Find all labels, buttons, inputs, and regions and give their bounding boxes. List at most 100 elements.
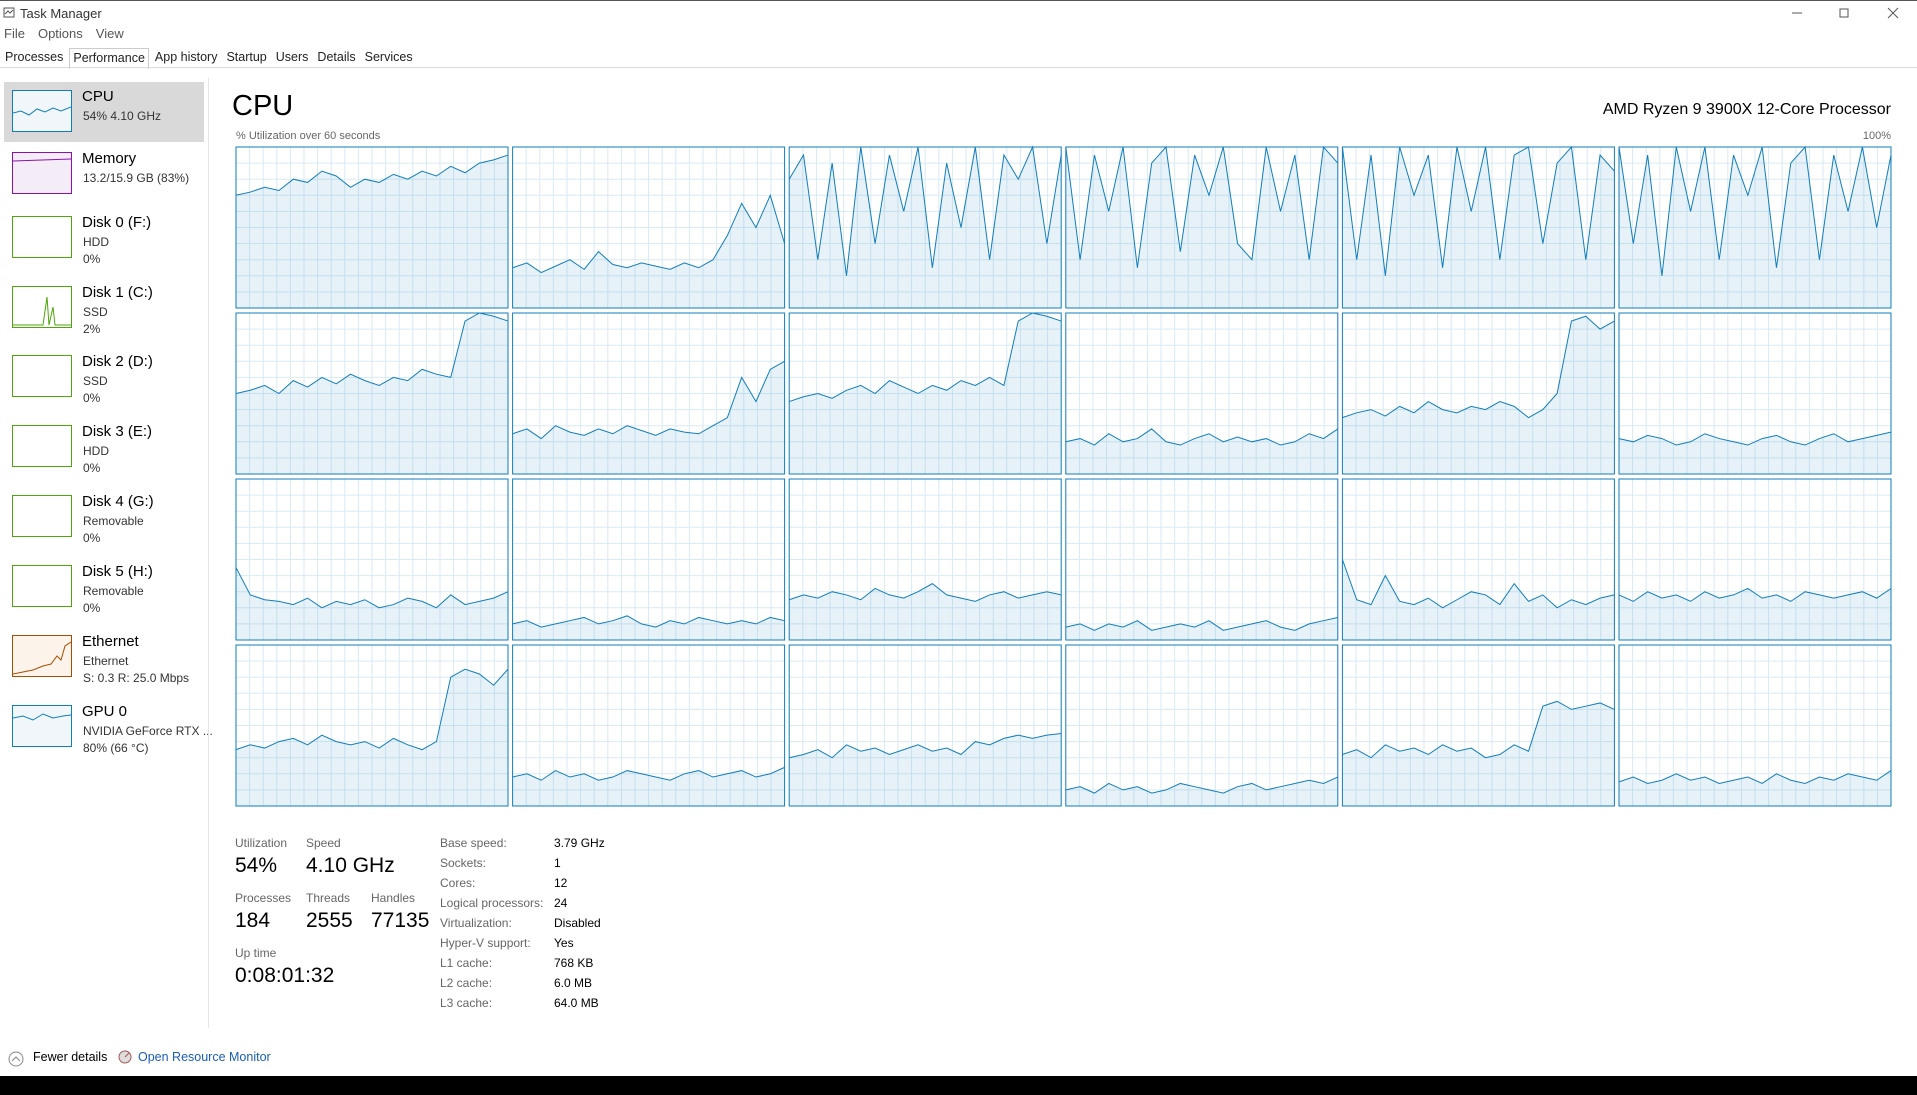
- thumbnail: [12, 705, 72, 747]
- graph-line: [512, 193, 786, 274]
- stat-value: 77135: [371, 909, 430, 932]
- sidebar-item[interactable]: Disk 2 (D:) SSD 0%: [4, 347, 204, 415]
- graph-border: [1618, 312, 1892, 475]
- tab-bar: Processes Performance App history Startup Us…: [2, 48, 419, 69]
- graph-line: [1341, 145, 1615, 276]
- sidebar-detail: 0%: [83, 252, 101, 266]
- sidebar-name: Disk 0 (F:): [82, 214, 152, 231]
- window-controls[interactable]: [1790, 5, 1910, 21]
- graph-border: [1341, 312, 1615, 475]
- stat-label: Up time: [235, 946, 277, 960]
- graph-area: [1342, 559, 1615, 640]
- spec-label: L2 cache:: [440, 976, 493, 990]
- graph-border: [1065, 312, 1339, 475]
- sidebar-detail: Removable: [83, 584, 144, 598]
- sidebar-name: GPU 0: [82, 703, 128, 720]
- sidebar: CPU 54% 4.10 GHz Memory 13.2/15.9 GB (83%) D…: [0, 68, 213, 1068]
- sidebar-detail: 0%: [83, 391, 101, 405]
- thumbnail: [12, 425, 72, 467]
- graph-border: [1341, 146, 1615, 309]
- sidebar-name: Disk 1 (C:): [82, 284, 153, 301]
- graph-line: [1065, 428, 1339, 446]
- graph-line: [789, 312, 1062, 403]
- app-title: Task Manager: [20, 6, 102, 21]
- cpu-graphs: [235, 145, 1892, 807]
- processor-name: AMD Ryzen 9 3900X 12-Core Processor: [1602, 101, 1891, 118]
- graph-line: [512, 360, 785, 440]
- tab[interactable]: Performance: [69, 48, 149, 69]
- graph-area: [1342, 147, 1615, 308]
- graph-line: [1065, 776, 1339, 794]
- stat-label: Speed: [306, 836, 341, 850]
- graph-border: [235, 312, 509, 475]
- stat-value: 0:08:01:32: [235, 964, 335, 987]
- tab[interactable]: Users: [275, 50, 309, 64]
- separator: [208, 78, 209, 1028]
- tab[interactable]: Processes: [5, 50, 64, 64]
- sidebar-item[interactable]: Ethernet Ethernet S: 0.3 R: 25.0 Mbps: [4, 627, 204, 695]
- sidebar-item[interactable]: CPU 54% 4.10 GHz: [4, 82, 204, 142]
- menu-item[interactable]: View: [95, 26, 124, 41]
- taskbar-edge: [0, 1076, 1917, 1095]
- spec-label: Sockets:: [440, 856, 487, 870]
- graph-area: [236, 669, 508, 806]
- tab[interactable]: Startup: [226, 50, 267, 64]
- graph-border: [1341, 644, 1615, 807]
- graph-area: [236, 155, 508, 308]
- tab-divider: [0, 67, 1917, 68]
- graph-border: [1065, 478, 1339, 641]
- graph-line: [1618, 431, 1892, 446]
- stat-value: 184: [235, 909, 271, 932]
- graph-border: [1341, 478, 1615, 641]
- sidebar-item[interactable]: GPU 0 NVIDIA GeForce RTX ... 80% (66 °C): [4, 697, 213, 765]
- graph-line: [1065, 145, 1339, 268]
- graph-line: [1341, 559, 1615, 609]
- thumbnail: [12, 495, 72, 537]
- app-icon: [3, 7, 15, 18]
- spec-value: Yes: [554, 936, 574, 950]
- sidebar-detail: 0%: [83, 531, 101, 545]
- sidebar-name: Ethernet: [82, 633, 139, 650]
- sidebar-detail: SSD: [83, 374, 108, 388]
- graph-border: [235, 644, 509, 807]
- graph-area: [1342, 316, 1615, 474]
- stat-label: Threads: [306, 891, 351, 905]
- graph-area: [1065, 617, 1338, 640]
- tab[interactable]: App history: [154, 50, 218, 64]
- menu-item[interactable]: File: [4, 26, 25, 41]
- graph-border: [1618, 644, 1892, 807]
- spec-value: 768 KB: [554, 956, 594, 970]
- resmon-icon: [118, 1050, 132, 1064]
- open-resource-monitor[interactable]: Open Resource Monitor: [138, 1050, 271, 1064]
- spec-value: 1: [554, 856, 561, 870]
- graph-area: [1065, 147, 1338, 308]
- tab[interactable]: Services: [364, 50, 413, 64]
- graph-area: [1065, 777, 1338, 806]
- graph-area: [789, 313, 1062, 474]
- menu-item[interactable]: Options: [37, 26, 83, 41]
- spec-label: Logical processors:: [440, 896, 544, 910]
- fewer-icon[interactable]: [7, 1050, 25, 1068]
- tab[interactable]: Details: [317, 50, 356, 64]
- sidebar-item[interactable]: Disk 4 (G:) Removable 0%: [4, 487, 204, 555]
- sidebar-item[interactable]: Disk 5 (H:) Removable 0%: [4, 557, 204, 625]
- sidebar-name: Disk 5 (H:): [82, 563, 153, 580]
- sidebar-item[interactable]: Memory 13.2/15.9 GB (83%): [4, 144, 204, 204]
- spec-label: L3 cache:: [440, 996, 493, 1010]
- sidebar-item[interactable]: Disk 3 (E:) HDD 0%: [4, 417, 204, 485]
- graph-border: [1065, 644, 1339, 807]
- graph-line: [235, 312, 509, 395]
- sidebar-detail: 54% 4.10 GHz: [83, 109, 162, 123]
- graph-area: [789, 583, 1062, 640]
- graph-line: [235, 567, 509, 609]
- graph-line: [1342, 315, 1615, 419]
- stat-label: Handles: [371, 891, 416, 905]
- graph-border: [1618, 146, 1892, 309]
- stat-value: 2555: [306, 909, 353, 932]
- fewer-details[interactable]: Fewer details: [33, 1050, 108, 1064]
- graph-border: [788, 478, 1062, 641]
- spec-value: 3.79 GHz: [554, 836, 605, 850]
- sidebar-item[interactable]: Disk 0 (F:) HDD 0%: [4, 208, 204, 276]
- sidebar-item[interactable]: Disk 1 (C:) SSD 2%: [4, 278, 204, 346]
